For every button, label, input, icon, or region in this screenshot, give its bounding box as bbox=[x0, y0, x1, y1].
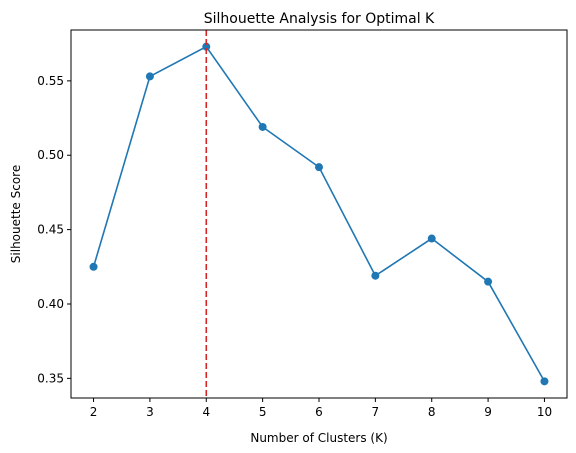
x-tick-label: 9 bbox=[484, 405, 492, 419]
x-axis-ticks: 2 3 4 5 6 7 8 9 10 bbox=[90, 398, 552, 419]
data-point bbox=[315, 163, 323, 172]
x-tick-label: 2 bbox=[90, 405, 98, 419]
x-tick-label: 5 bbox=[259, 405, 267, 419]
x-tick-label: 7 bbox=[372, 405, 380, 419]
data-point bbox=[258, 122, 267, 131]
y-axis-ticks: 0.35 0.40 0.45 0.50 0.55 bbox=[37, 74, 71, 385]
plot-frame bbox=[70, 29, 568, 399]
chart-title: Silhouette Analysis for Optimal K bbox=[204, 11, 435, 27]
y-tick-label: 0.50 bbox=[37, 148, 64, 162]
data-point bbox=[89, 262, 98, 271]
x-tick-label: 3 bbox=[146, 405, 154, 419]
plot-area bbox=[89, 30, 549, 398]
x-tick-label: 8 bbox=[428, 405, 436, 419]
y-tick-label: 0.45 bbox=[37, 223, 64, 237]
x-axis-label: Number of Clusters (K) bbox=[250, 431, 387, 445]
y-tick-label: 0.40 bbox=[37, 297, 64, 311]
x-tick-label: 4 bbox=[202, 405, 210, 419]
data-point bbox=[427, 234, 436, 243]
x-tick-label: 10 bbox=[537, 405, 552, 419]
data-point bbox=[145, 72, 154, 81]
data-point bbox=[484, 277, 493, 286]
data-point bbox=[540, 377, 549, 386]
x-tick-label: 6 bbox=[315, 405, 323, 419]
y-tick-label: 0.55 bbox=[37, 74, 64, 88]
data-point bbox=[371, 271, 380, 280]
y-tick-label: 0.35 bbox=[37, 371, 64, 385]
data-point bbox=[202, 42, 211, 51]
y-axis-label: Silhouette Score bbox=[9, 165, 23, 263]
